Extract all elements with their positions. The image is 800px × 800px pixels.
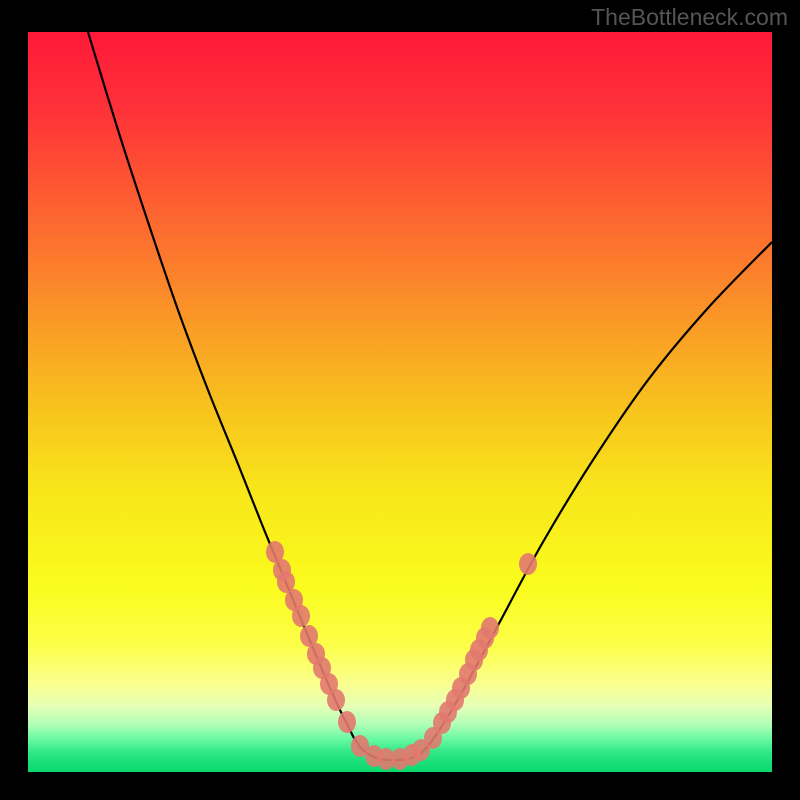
data-marker bbox=[292, 605, 310, 627]
data-marker bbox=[327, 689, 345, 711]
data-marker bbox=[338, 711, 356, 733]
data-marker bbox=[519, 553, 537, 575]
gradient-background bbox=[28, 32, 772, 772]
chart-frame: TheBottleneck.com bbox=[0, 0, 800, 800]
bottleneck-chart bbox=[0, 0, 800, 800]
data-marker bbox=[481, 617, 499, 639]
